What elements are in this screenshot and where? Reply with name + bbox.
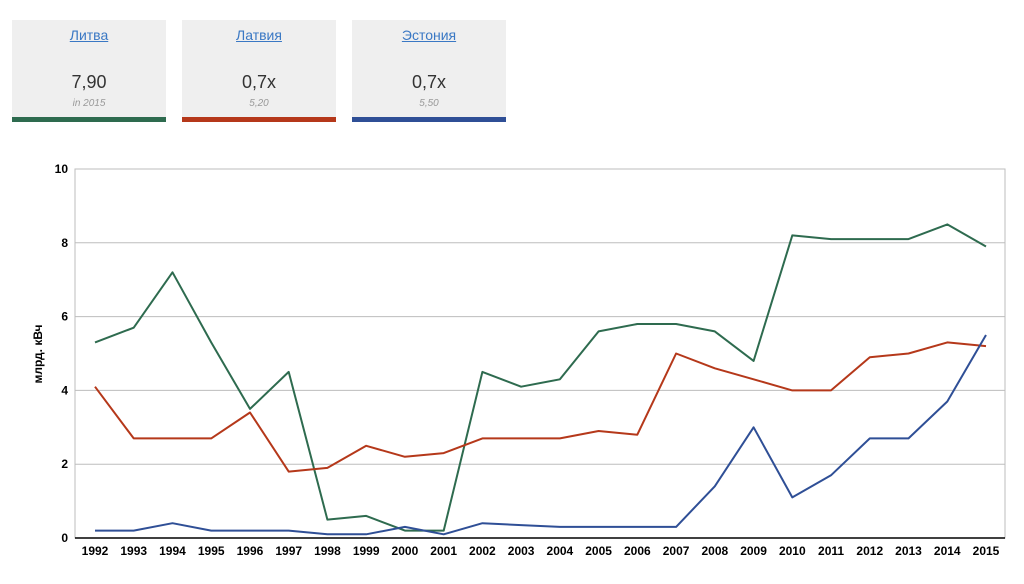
card-note: in 2015 bbox=[72, 98, 106, 109]
x-tick-label: 1994 bbox=[159, 544, 186, 558]
summary-cards: Литва 7,90 in 2015 Латвия 0,7x 5,20 Эсто… bbox=[12, 20, 512, 122]
chart-series bbox=[94, 223, 987, 536]
y-tick-label: 6 bbox=[61, 310, 68, 324]
card-estonia: Эстония 0,7x 5,50 bbox=[352, 20, 506, 122]
x-tick-label: 1997 bbox=[275, 544, 302, 558]
x-tick-label: 2001 bbox=[430, 544, 457, 558]
card-latvia: Латвия 0,7x 5,20 bbox=[182, 20, 336, 122]
card-value: 0,7x bbox=[241, 72, 277, 92]
x-tick-label: 1995 bbox=[198, 544, 225, 558]
series-line-0 bbox=[94, 223, 987, 532]
chart-grid bbox=[74, 168, 1006, 539]
x-tick-label: 1999 bbox=[353, 544, 380, 558]
y-tick-label: 8 bbox=[61, 236, 68, 250]
x-tick-label: 2005 bbox=[585, 544, 612, 558]
x-tick-label: 2006 bbox=[624, 544, 651, 558]
series-line-2 bbox=[95, 334, 987, 536]
x-tick-label: 2000 bbox=[392, 544, 419, 558]
y-axis-title: млрд. кВч bbox=[31, 324, 45, 383]
card-value: 0,7x bbox=[411, 72, 447, 92]
x-tick-label: 1992 bbox=[82, 544, 109, 558]
card-color-bar bbox=[12, 117, 166, 122]
x-tick-label: 2002 bbox=[469, 544, 496, 558]
plot-frame bbox=[74, 168, 1006, 539]
x-tick-label: 2013 bbox=[895, 544, 922, 558]
x-tick-label: 2011 bbox=[818, 544, 844, 558]
x-tick-label: 2009 bbox=[740, 544, 767, 558]
x-tick-label: 1998 bbox=[314, 544, 341, 558]
card-value: 7,90 bbox=[71, 72, 107, 92]
y-tick-label: 4 bbox=[61, 383, 68, 397]
series-line-1 bbox=[94, 341, 987, 473]
x-tick-label: 2010 bbox=[779, 544, 806, 558]
card-note: 5,50 bbox=[419, 98, 439, 109]
x-tick-label: 2015 bbox=[973, 544, 1000, 558]
x-tick-label: 1996 bbox=[237, 544, 264, 558]
y-axis-ticks: 0 2 4 6 8 10 bbox=[55, 162, 69, 545]
card-color-bar bbox=[352, 117, 506, 122]
x-tick-label: 2003 bbox=[508, 544, 535, 558]
x-tick-label: 2014 bbox=[934, 544, 961, 558]
x-tick-label: 2012 bbox=[856, 544, 883, 558]
card-title-link[interactable]: Эстония bbox=[401, 27, 457, 43]
x-tick-label: 2007 bbox=[663, 544, 690, 558]
y-tick-label: 0 bbox=[61, 531, 68, 545]
card-title-link[interactable]: Литва bbox=[69, 27, 109, 43]
y-tick-label: 2 bbox=[61, 457, 68, 471]
card-color-bar bbox=[182, 117, 336, 122]
x-tick-label: 2004 bbox=[547, 544, 574, 558]
card-lithuania: Литва 7,90 in 2015 bbox=[12, 20, 166, 122]
y-tick-label: 10 bbox=[55, 162, 69, 176]
card-note: 5,20 bbox=[249, 98, 269, 109]
card-title-link[interactable]: Латвия bbox=[236, 27, 282, 43]
line-chart: 0 2 4 6 8 10 1992 1993 1994 1995 1996 1997 1998 1999… bbox=[31, 162, 1006, 558]
x-tick-label: 1993 bbox=[120, 544, 147, 558]
x-axis-ticks: 1992 1993 1994 1995 1996 1997 1998 1999 2000 2001… bbox=[82, 544, 1000, 558]
x-tick-label: 2008 bbox=[701, 544, 728, 558]
